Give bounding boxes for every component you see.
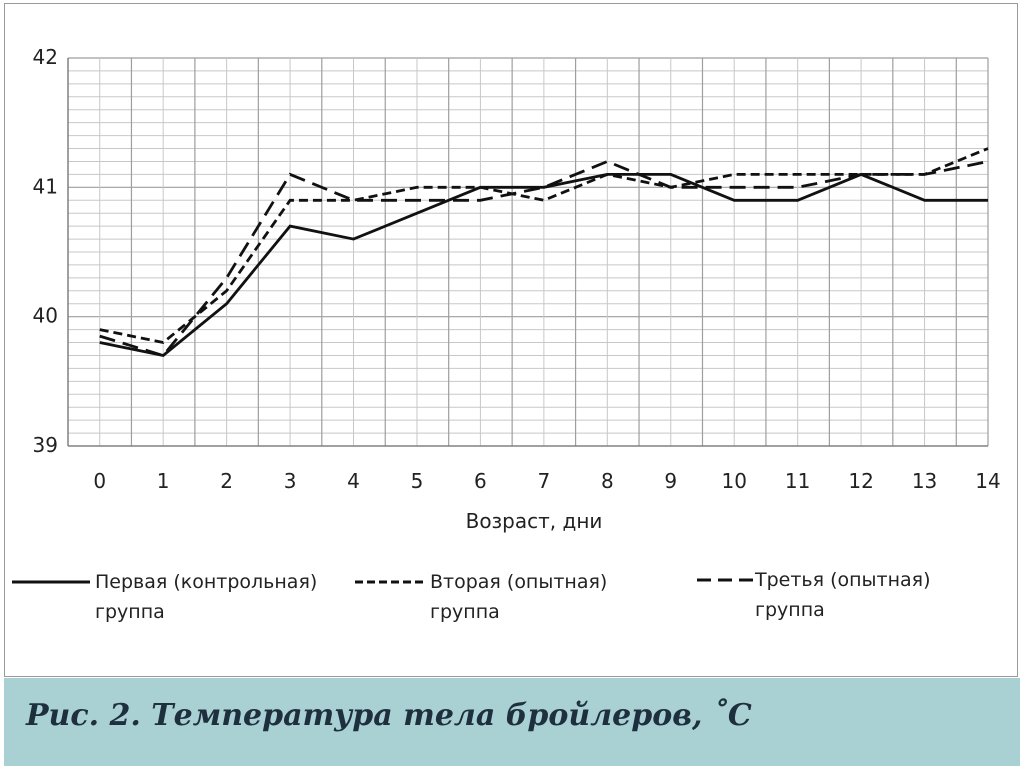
x-tick-label: 3 bbox=[284, 469, 297, 493]
x-tick-label: 10 bbox=[721, 469, 746, 493]
x-axis-title: Возраст, дни bbox=[466, 509, 603, 533]
x-tick-label: 9 bbox=[664, 469, 677, 493]
x-tick-label: 8 bbox=[601, 469, 614, 493]
legend-label-series-1: Первая (контрольная) группа bbox=[95, 571, 318, 623]
x-tick-label: 6 bbox=[474, 469, 487, 493]
figure-caption: Рис. 2. Температура тела бройлеров, ˚С bbox=[26, 698, 752, 733]
x-tick-label: 4 bbox=[347, 469, 360, 493]
y-tick-label: 42 bbox=[33, 45, 58, 69]
y-tick-label: 41 bbox=[33, 174, 58, 198]
x-tick-label: 14 bbox=[975, 469, 1000, 493]
x-tick-label: 13 bbox=[912, 469, 937, 493]
legend-swatch-solid bbox=[12, 580, 90, 584]
x-tick-label: 12 bbox=[848, 469, 873, 493]
legend-label-series-3: Третья (опытная) группа bbox=[755, 569, 931, 621]
x-tick-label: 5 bbox=[411, 469, 424, 493]
grid bbox=[67, 57, 989, 447]
y-tick-label: 40 bbox=[33, 304, 58, 328]
legend-swatch-short-dash bbox=[355, 580, 425, 584]
series-line-1 bbox=[99, 172, 988, 358]
chart-frame bbox=[4, 3, 1018, 677]
x-tick-label: 11 bbox=[785, 469, 810, 493]
y-tick-label: 39 bbox=[33, 433, 58, 457]
x-tick-label: 0 bbox=[93, 469, 106, 493]
legend-label-series-2: Вторая (опытная) группа bbox=[430, 571, 608, 623]
caption-band: Рис. 2. Температура тела бройлеров, ˚С bbox=[4, 678, 1020, 766]
series-line-2 bbox=[99, 147, 989, 345]
series-lines bbox=[99, 147, 989, 358]
x-tick-label: 7 bbox=[537, 469, 550, 493]
x-tick-label: 2 bbox=[220, 469, 233, 493]
x-tick-label: 1 bbox=[157, 469, 170, 493]
legend-swatch-long-dash bbox=[697, 578, 755, 582]
series-line-3 bbox=[99, 159, 989, 358]
